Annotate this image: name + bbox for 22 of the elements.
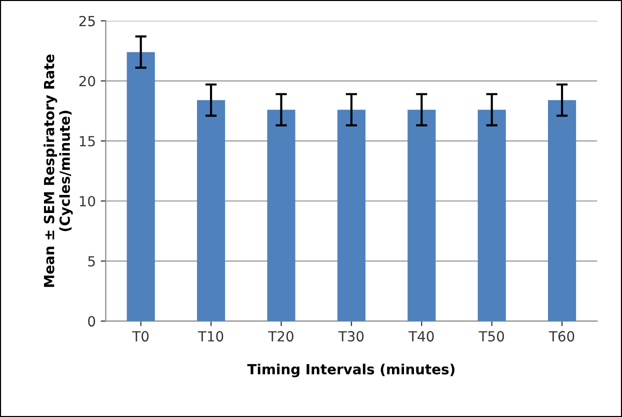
bar — [337, 110, 366, 322]
y-tick-label: 10 — [80, 196, 96, 206]
x-tick-label: T0 — [132, 331, 149, 342]
x-axis-title: Timing Intervals (minutes) — [247, 364, 454, 378]
y-tick-label: 0 — [88, 316, 96, 327]
y-tick-label: 5 — [88, 256, 95, 267]
bar — [126, 52, 155, 322]
y-tick-label: 20 — [79, 76, 96, 86]
bar — [196, 100, 226, 322]
bar — [408, 110, 436, 322]
x-tick-label: T30 — [338, 331, 364, 342]
x-tick-label: T60 — [548, 331, 574, 342]
y-tick-label: 15 — [80, 136, 95, 146]
x-tick-label: T10 — [198, 331, 224, 342]
bar — [478, 110, 506, 322]
bar — [548, 100, 576, 322]
x-tick-label: T50 — [478, 331, 504, 342]
y-tick-label: 25 — [79, 16, 95, 26]
x-tick-label: T40 — [408, 331, 434, 342]
bar — [267, 110, 296, 322]
x-tick-label: T20 — [268, 331, 294, 342]
y-axis-title: Mean ± SEM Respiratory Rate (Cycles/minute) — [44, 54, 73, 287]
